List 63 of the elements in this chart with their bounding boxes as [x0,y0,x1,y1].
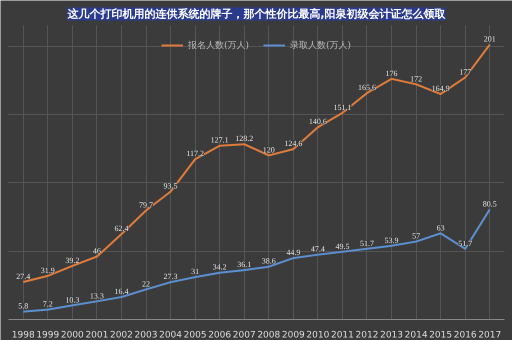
data-label: 151.1 [333,102,352,112]
data-label: 128.2 [235,134,254,144]
x-tick-label: 2016 [454,330,477,340]
data-label: 22 [142,279,150,288]
x-tick-label: 2017 [478,330,502,340]
data-label: 49.5 [335,242,350,251]
x-tick-label: 1999 [36,330,60,340]
data-label: 176 [386,68,398,78]
data-label: 51.7 [360,238,374,248]
x-tick-label: 2008 [257,330,281,340]
data-label: 7.2 [42,300,53,309]
data-label: 39.2 [65,256,80,265]
data-label: 27.4 [16,272,30,282]
data-label: 201 [484,34,496,44]
data-label: 165.6 [358,83,376,92]
x-tick-label: 2010 [306,330,330,340]
data-label: 172 [410,74,422,84]
data-label: 93.5 [164,182,178,191]
x-tick-label: 2012 [356,330,378,340]
data-label: 80.5 [482,199,497,208]
data-label: 27.3 [164,272,178,282]
data-label: 5.8 [18,302,28,311]
data-label: 57 [412,232,420,241]
x-tick-label: 2005 [184,330,207,340]
data-label: 164.9 [432,84,450,94]
data-label: 44.9 [286,248,300,258]
data-label: 177 [459,67,472,76]
x-tick-label: 2006 [208,330,232,340]
x-tick-label: 2013 [380,330,404,340]
x-tick-label: 2007 [232,330,256,340]
data-label: 34.2 [212,262,227,272]
data-label: 79.7 [139,200,154,210]
x-tick-label: 2002 [110,330,133,340]
x-tick-label: 2009 [282,330,306,340]
x-tick-label: 2003 [134,330,158,340]
x-tick-label: 2000 [60,330,84,340]
x-tick-label: 2014 [404,330,428,340]
data-label: 46 [92,246,101,256]
x-tick-label: 2001 [85,330,108,340]
data-label: 140.6 [308,117,327,126]
data-label: 31.9 [40,266,55,275]
legend-label: 录取人数(万人) [290,40,352,52]
x-tick-label: 2004 [159,330,182,340]
x-tick-label: 1998 [12,330,35,340]
data-label: 38.6 [262,256,276,266]
data-label: 16.4 [114,287,128,296]
data-label: 117.2 [186,149,204,158]
data-label: 13.3 [90,291,104,300]
data-label: 10.3 [65,295,80,304]
chart-title: 这几个打印机用的连供系统的牌子，那个性价比最高,阳泉初级会计证怎么领取 [66,8,447,20]
x-tick-label: 2011 [330,330,354,340]
legend-label: 报名人数(万人) [188,40,249,52]
data-label: 51.7 [458,238,472,248]
x-tick-label: 2015 [429,330,452,340]
data-label: 120 [262,145,275,154]
data-label: 47.4 [310,244,325,254]
data-label: 127.1 [210,136,229,145]
data-label: 53.9 [384,236,399,245]
data-label: 62.4 [114,224,128,234]
data-label: 36.1 [237,260,252,270]
data-label: 31 [191,267,200,276]
data-label: 124.6 [284,139,302,148]
data-label: 63 [436,223,445,232]
